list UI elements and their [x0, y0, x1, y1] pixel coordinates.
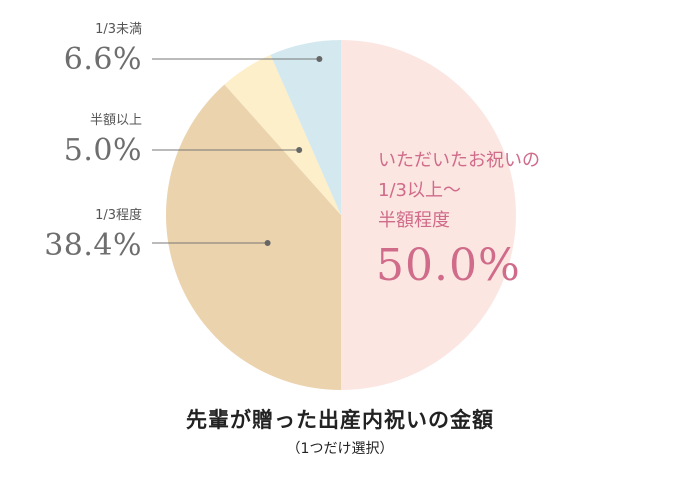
chart-subtitle: （1つだけ選択） [286, 441, 394, 457]
pie-slice-under-third [270, 40, 341, 215]
pie-slice-half-or-more [224, 54, 341, 215]
slice-label-line: 1/3以上〜 [378, 180, 461, 201]
pie-slice-about-third [166, 84, 341, 390]
leader-dot-half-or-more [296, 147, 303, 153]
slice-label-line: いただいたお祝いの [378, 150, 540, 171]
leader-dot-under-third [316, 56, 323, 62]
slice-label-majority: いただいたお祝いの 1/3以上〜 半額程度 [378, 146, 540, 236]
slice-value-under-third: 6.6% [63, 42, 142, 77]
pie-slice-majority [341, 40, 516, 390]
leader-dot-about-third [264, 240, 271, 246]
slice-value-majority: 50.0% [376, 240, 521, 291]
slice-label-line: 半額程度 [378, 210, 450, 231]
slice-label-about-third: 1/3程度 [95, 208, 142, 223]
slice-value-half-or-more: 5.0% [63, 133, 142, 168]
chart-title: 先輩が贈った出産内祝いの金額 [186, 408, 494, 432]
slice-label-under-third: 1/3未満 [95, 22, 142, 37]
slice-value-about-third: 38.4% [44, 228, 142, 263]
slice-label-half-or-more: 半額以上 [89, 113, 142, 128]
